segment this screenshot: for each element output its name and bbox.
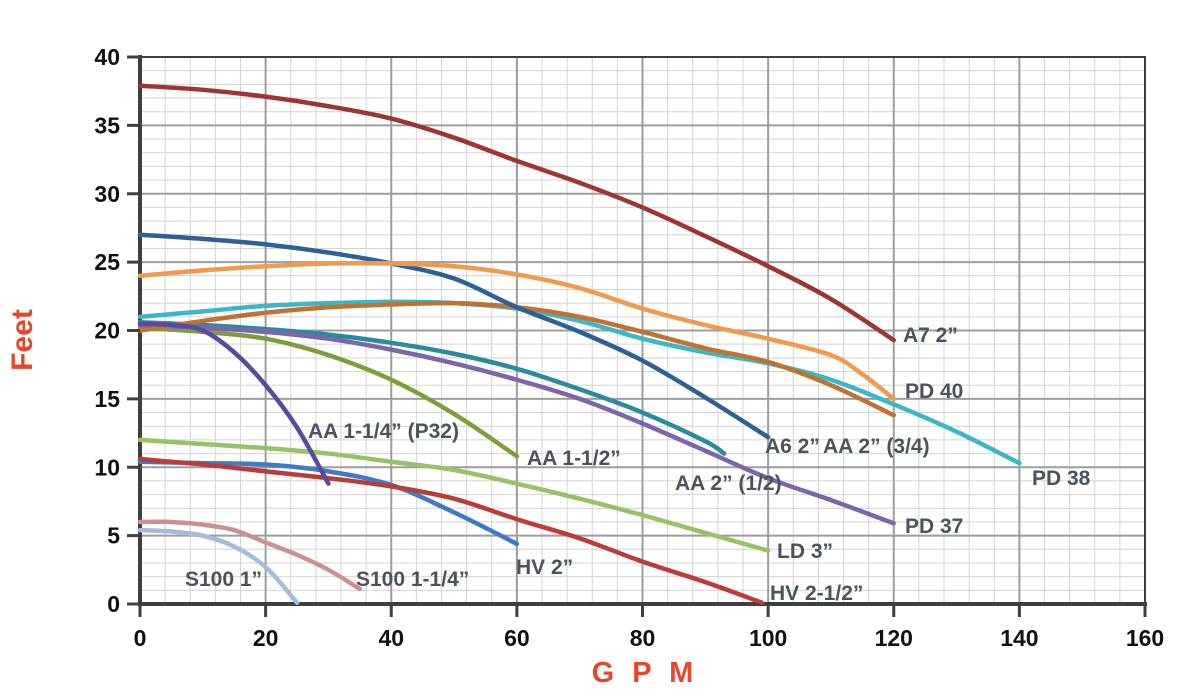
x-tick-label: 100 [749,625,787,651]
y-tick-label: 5 [107,523,120,549]
y-tick-label: 15 [94,386,120,412]
y-tick-label: 30 [94,181,120,207]
y-tick-label: 35 [94,112,120,138]
axis-tick-labels: 0 5 10 15 20 25 30 35 40 0 20 40 60 80 100 120 140 160 [94,44,1164,651]
curve-label-pd-38: PD 38 [1032,467,1091,490]
x-tick-label: 60 [504,625,530,651]
x-tick-label: 80 [630,625,656,651]
curve-hv-2in [137,459,520,547]
curve-aa-2in-1-2 [137,320,727,456]
curve-label-ld-3in: LD 3” [777,540,833,563]
curve-label-aa-2in-3-4: AA 2” (3/4) [823,435,930,458]
y-tick-label: 40 [94,44,120,70]
curve-hv-2-1-2in [137,456,765,605]
y-axis-title: Feet [6,309,39,371]
curve-label-a6-2in: A6 2” [765,435,820,458]
curve-s100-1-1-4in [137,519,363,592]
curve-pd-37 [137,322,896,526]
curve-pd-38 [137,299,1022,466]
y-tick-label: 10 [94,454,120,480]
curve-label-aa-1-1-4in-p32: AA 1-1/4” (P32) [308,420,459,443]
curve-label-hv-2-1-2in: HV 2-1/2” [770,582,863,605]
x-tick-label: 160 [1126,625,1164,651]
x-tick-label: 40 [378,625,404,651]
curve-s100-1in [137,527,300,605]
y-tick-label: 0 [107,591,120,617]
curve-label-hv-2in: HV 2” [516,556,573,579]
curve-label-aa-2in-1-2: AA 2” (1/2) [675,472,782,495]
curve-label-a7-2in: A7 2” [903,324,958,347]
curve-label-s100-1-1-4in: S100 1-1/4” [356,568,469,591]
x-tick-label: 120 [875,625,913,651]
x-tick-label: 140 [1000,625,1038,651]
axis-tick-marks [127,55,1147,617]
curve-aa-1-1-4in-p32 [137,321,331,486]
curve-a6-2in [137,232,771,440]
curve-label-aa-1-1-2in: AA 1-1/2” [527,447,621,470]
curve-pd-40 [137,260,896,402]
y-tick-label: 20 [94,318,120,344]
x-axis-title: G P M [592,657,699,689]
curve-labels: S100 1” S100 1-1/4” HV 2” HV 2-1/2” LD 3” AA … [185,324,1091,605]
curve-label-pd-37: PD 37 [905,515,963,538]
y-tick-label: 25 [94,249,120,275]
pump-curves [137,83,1022,605]
x-tick-label: 0 [134,625,147,651]
x-tick-label: 20 [253,625,279,651]
curve-a7-2in [137,83,896,343]
curve-label-s100-1in: S100 1” [185,568,262,591]
curve-ld-3in [137,437,771,553]
curve-label-pd-40: PD 40 [905,380,963,403]
curve-aa-2in-3-4 [137,300,896,418]
